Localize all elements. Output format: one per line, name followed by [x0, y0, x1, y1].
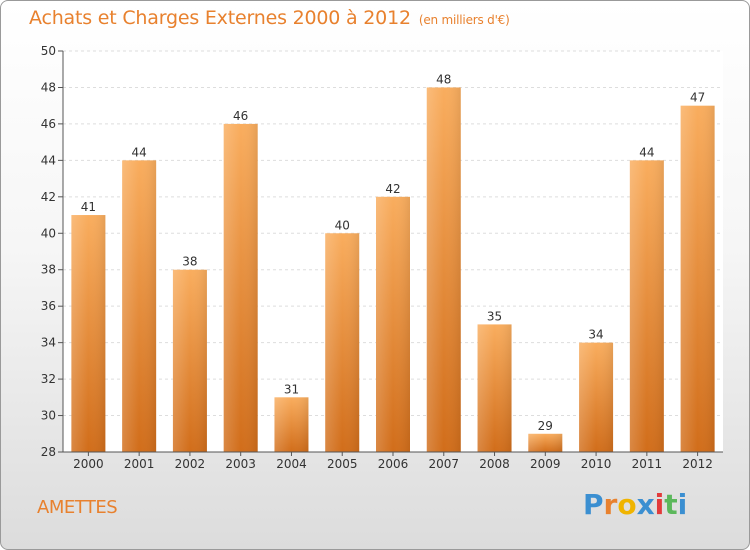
x-tick-label: 2007 [428, 457, 459, 471]
data-label: 42 [385, 182, 400, 196]
data-label: 46 [233, 109, 248, 123]
bar-2007: 48 [426, 72, 461, 453]
x-tick-label: 2011 [632, 457, 663, 471]
y-tick-label: 42 [41, 190, 56, 204]
logo-letter: x [636, 488, 655, 521]
bar-2002: 38 [172, 255, 207, 452]
proxiti-logo: Proxiti [583, 488, 687, 521]
bar-shine [122, 160, 157, 452]
bar-2006: 42 [376, 182, 410, 452]
bars: 41 44 38 46 31 40 42 48 35 29 34 44 47 [71, 72, 715, 453]
bar-2008: 35 [477, 309, 512, 452]
y-tick-label: 32 [41, 372, 56, 386]
bar-shine [172, 269, 207, 452]
logo-letter: o [617, 488, 637, 521]
bar-shine [477, 324, 512, 452]
data-label: 44 [639, 145, 654, 159]
bar-shine [528, 433, 563, 452]
y-tick-label: 40 [41, 226, 56, 240]
x-tick-label: 2003 [225, 457, 256, 471]
data-label: 40 [335, 218, 350, 232]
bar-2011: 44 [629, 145, 664, 452]
y-tick-label: 36 [41, 299, 56, 313]
bar-2000: 41 [71, 200, 106, 452]
x-tick-label: 2006 [378, 457, 409, 471]
bar-shine [274, 397, 309, 452]
x-tick-label: 2008 [479, 457, 510, 471]
bar-shine [223, 123, 258, 452]
y-tick-label: 46 [41, 117, 56, 131]
data-label: 47 [690, 91, 705, 105]
logo-letter: P [583, 488, 604, 521]
x-axis: 2000 2001 2002 2003 2004 2005 2006 2007 2008 2009… [63, 451, 723, 471]
x-tick-label: 2010 [581, 457, 612, 471]
logo-letter: i [654, 488, 665, 521]
x-tick-label: 2000 [73, 457, 104, 471]
data-label: 44 [132, 145, 147, 159]
bar-shine [325, 233, 360, 452]
logo-letter: r [603, 488, 618, 521]
y-tick-label: 28 [41, 445, 56, 459]
bar-shine [629, 160, 664, 452]
y-tick-label: 38 [41, 263, 56, 277]
y-tick-label: 48 [41, 80, 56, 94]
bar-shine [680, 105, 715, 452]
bar-shine [426, 87, 461, 453]
x-tick-label: 2005 [327, 457, 358, 471]
y-tick-label: 44 [41, 153, 56, 167]
data-label: 35 [487, 309, 502, 323]
x-tick-label: 2002 [175, 457, 206, 471]
data-label: 29 [538, 419, 553, 433]
y-axis: 28 30 32 34 36 38 40 42 44 46 48 50 [41, 44, 64, 459]
x-tick-label: 2012 [682, 457, 713, 471]
bar-shine [579, 342, 614, 452]
bar-2001: 44 [122, 145, 157, 452]
bar-shine [71, 215, 106, 452]
data-label: 31 [284, 382, 299, 396]
y-tick-label: 50 [41, 44, 56, 58]
commune-name: AMETTES [37, 497, 118, 518]
bar-2005: 40 [325, 218, 360, 452]
x-tick-label: 2001 [124, 457, 155, 471]
chart-title: Achats et Charges Externes 2000 à 2012 (e… [29, 7, 510, 29]
data-label: 38 [182, 255, 197, 269]
bar-2009: 29 [528, 419, 563, 452]
chart-title-text: Achats et Charges Externes 2000 à 2012 [29, 7, 411, 29]
x-tick-label: 2004 [276, 457, 307, 471]
y-tick-label: 34 [41, 336, 56, 350]
bar-2010: 34 [579, 328, 614, 452]
y-tick-label: 30 [41, 409, 56, 423]
bar-2003: 46 [223, 109, 258, 452]
logo-letter: i [677, 488, 688, 521]
bar-shine [376, 196, 410, 452]
data-label: 34 [588, 328, 603, 342]
bar-2012: 47 [680, 91, 715, 452]
chart-subtitle: (en milliers d'€) [418, 13, 510, 27]
bar-2004: 31 [274, 382, 309, 452]
x-tick-label: 2009 [530, 457, 561, 471]
logo-letter: t [664, 488, 678, 521]
data-label: 41 [81, 200, 96, 214]
data-label: 48 [436, 72, 451, 86]
